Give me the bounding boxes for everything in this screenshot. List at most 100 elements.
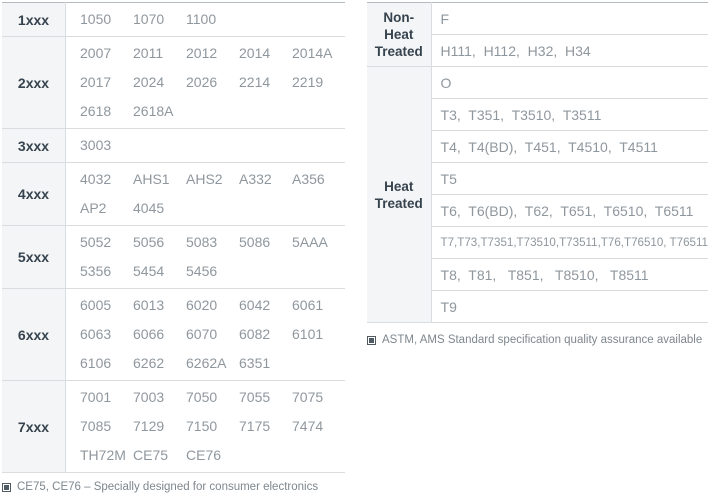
alloy-number: 5056 [133,234,165,250]
alloy-number: AP2 [80,200,107,216]
alloy-number: AHS1 [133,171,170,187]
alloy-number: 6020 [186,297,218,313]
temper-footnote-text: ASTM, AMS Standard specification quality… [382,334,703,346]
temper-cell: F [431,2,708,35]
temper-row: T9 [367,290,708,323]
series-label: 4xxx [2,162,66,226]
alloy-line: 6005 6013 6020 6042 6061 [80,291,345,320]
temper-footnote: ASTM, AMS Standard specification quality… [367,333,708,348]
alloy-number: 2618A [133,103,174,119]
temper-cell: T8, T81, T851, T8510, T8511 [431,258,708,291]
alloy-number: A356 [292,171,325,187]
alloy-number: 6070 [186,326,218,342]
alloy-series-section: 1xxx 1050 1070 1100 2xxx 2007 2011 2012 2014 2014… [2,2,345,495]
temper-section: Non-Heat Treated F H111, H112, H32, H34 Hea… [367,2,708,348]
alloy-line: 6063 6066 6070 6082 6101 [80,320,345,349]
alloy-series-row: 6xxx 6005 6013 6020 6042 6061 6063 6066 6070 6082… [2,288,345,381]
alloy-list-cell: 4032 AHS1 AHS2 A332 A356 AP2 4045 [65,162,345,226]
alloy-number: 7075 [292,389,324,405]
temper-cell: O [431,66,708,99]
temper-row: T6, T6(BD), T62, T651, T6510, T6511 [367,194,708,227]
alloy-number: 5052 [80,234,112,250]
alloy-number: AHS2 [186,171,223,187]
temper-row: H111, H112, H32, H34 [367,34,708,67]
alloy-number: 7175 [239,418,271,434]
temper-cell: T7,T73,T7351,T73510,T73511,T76,T76510, T… [431,226,708,259]
temper-row: Heat Treated O [367,66,708,323]
series-label: 2xxx [2,36,66,129]
square-bullet-icon [367,336,376,345]
alloy-number: 6106 [80,355,112,371]
alloy-number: 4045 [133,200,165,216]
alloy-number: 5356 [80,263,112,279]
temper-table-body: Non-Heat Treated F H111, H112, H32, H34 Hea… [367,2,708,323]
temper-row: T8, T81, T851, T8510, T8511 [367,258,708,291]
alloy-number: 7129 [133,418,165,434]
alloy-list-cell: 3003 [65,128,345,163]
alloy-line: 2017 2024 2026 2214 2219 [80,68,345,97]
alloy-number: CE75 [133,447,169,463]
square-bullet-icon [2,483,11,492]
series-label: 3xxx [2,128,66,163]
temper-row: T3, T351, T3510, T3511 [367,98,708,131]
alloy-list-cell: 5052 5056 5083 5086 5AAA 5356 5454 5456 [65,225,345,289]
alloy-series-row: 7xxx 7001 7003 7050 7055 7075 7085 7129 7150 7175… [2,380,345,473]
temper-cell: T6, T6(BD), T62, T651, T6510, T6511 [431,194,708,227]
temper-cell: T3, T351, T3510, T3511 [431,98,708,131]
alloy-number: 7150 [186,418,218,434]
alloy-number: A332 [239,171,272,187]
alloy-number: 6082 [239,326,271,342]
alloy-number: 2214 [239,74,271,90]
temper-row: T7,T73,T7351,T73510,T73511,T76,T76510, T… [367,226,708,259]
alloy-list-cell: 1050 1070 1100 [65,2,345,37]
alloy-series-footnote: CE75, CE76 – Specially designed for cons… [2,480,345,495]
alloy-list-cell: 7001 7003 7050 7055 7075 7085 7129 7150 7175 7474… [65,380,345,473]
alloy-number: 7085 [80,418,112,434]
alloy-line: 4032 AHS1 AHS2 A332 A356 [80,165,345,194]
alloy-number: 2219 [292,74,324,90]
alloy-number: 2011 [133,45,164,61]
alloy-series-footnote-text: CE75, CE76 – Specially designed for cons… [17,481,319,493]
alloy-series-table-body: 1xxx 1050 1070 1100 2xxx 2007 2011 2012 2014 2014… [2,2,345,473]
alloy-number: 2014 [239,45,271,61]
alloy-number: 6351 [239,355,271,371]
alloy-series-row: 3xxx 3003 [2,128,345,163]
alloy-line: 7085 7129 7150 7175 7474 [80,412,345,441]
alloy-line: 2618 2618A [80,97,345,126]
series-label: 7xxx [2,380,66,473]
temper-table: Non-Heat Treated F H111, H112, H32, H34 Hea… [367,2,708,323]
alloy-list-cell: 2007 2011 2012 2014 2014A 2017 2024 2026 2214 221… [65,36,345,129]
alloy-number: 5083 [186,234,218,250]
temper-row: T5 [367,162,708,195]
alloy-number: 6063 [80,326,112,342]
temper-cell: T5 [431,162,708,195]
alloy-number: 5456 [186,263,218,279]
alloy-number: 5086 [239,234,271,250]
alloy-number: 6061 [292,297,324,313]
alloy-line: 1050 1070 1100 [80,5,345,34]
alloy-series-table: 1xxx 1050 1070 1100 2xxx 2007 2011 2012 2014 2014… [2,2,345,473]
temper-cell: T9 [431,290,708,323]
alloy-number: 2618 [80,103,112,119]
alloy-number: 7050 [186,389,218,405]
temper-cell: H111, H112, H32, H34 [431,34,708,67]
series-label: 5xxx [2,225,66,289]
alloy-number: 6066 [133,326,165,342]
treatment-group-label: Heat Treated [367,66,432,323]
alloy-number: 6013 [133,297,165,313]
alloy-line: 5356 5454 5456 [80,257,345,286]
alloy-line: TH72M CE75 CE76 [80,441,345,470]
alloy-number: 2017 [80,74,112,90]
alloy-number: 5454 [133,263,165,279]
treatment-group-label: Non-Heat Treated [367,2,432,67]
alloy-number: 1050 [80,11,112,27]
alloy-number: 6005 [80,297,112,313]
alloy-line: AP2 4045 [80,194,345,223]
alloy-line: 6106 6262 6262A 6351 [80,349,345,378]
alloy-number: 4032 [80,171,112,187]
alloy-number: CE76 [186,447,222,463]
alloy-number: 6262 [133,355,165,371]
alloy-line: 2007 2011 2012 2014 2014A [80,39,345,68]
temper-row: Non-Heat Treated F [367,2,708,67]
alloy-series-row: 5xxx 5052 5056 5083 5086 5AAA 5356 5454 5456 [2,225,345,289]
